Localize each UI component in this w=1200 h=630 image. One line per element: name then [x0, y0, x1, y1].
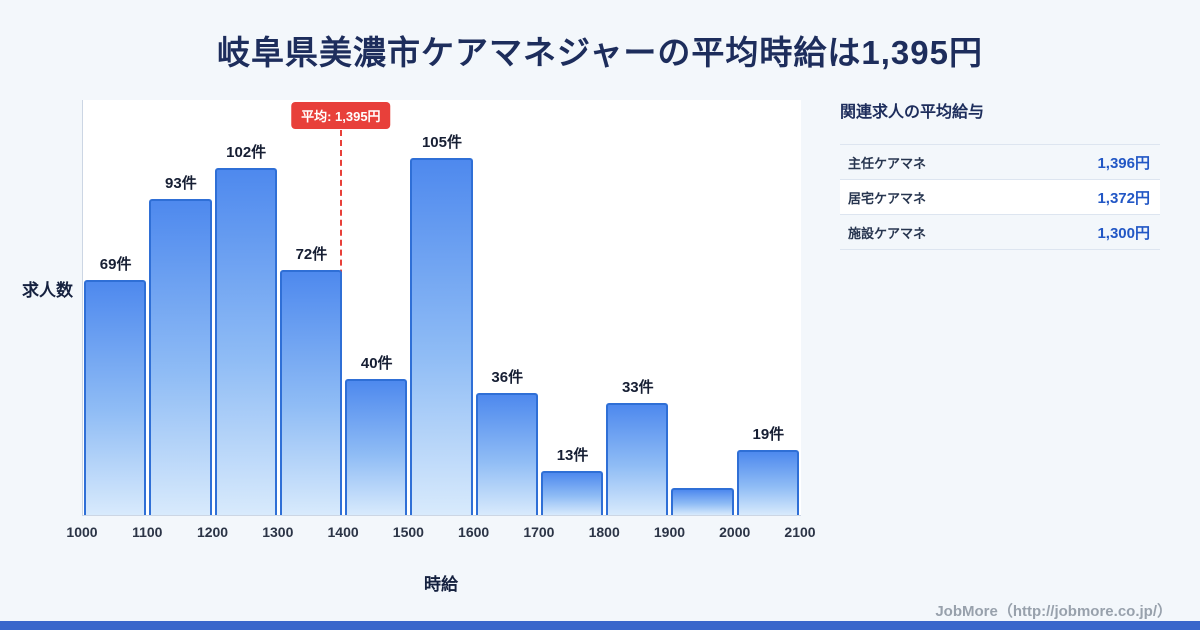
related-jobs-heading: 関連求人の平均給与: [840, 104, 985, 121]
x-tick-label: 1000: [66, 524, 98, 540]
histogram-bar: [84, 280, 147, 515]
plot-area: 平均: 1,395円 69件 93件 102件 72件 40件 105件 36件 13件 33件…: [82, 100, 801, 516]
x-tick-label: 1800: [588, 524, 620, 540]
page-title: 岐阜県美濃市ケアマネジャーの平均時給は1,395円: [217, 34, 983, 71]
histogram-bar: [214, 168, 277, 515]
hourly-wage-histogram: 求人数 平均: 1,395円 69件 93件 102件 72件 40件 105件 36件 13…: [22, 100, 816, 594]
histogram-bar: [149, 199, 212, 515]
related-jobs-table: 主任ケアマネ 1,396円居宅ケアマネ 1,372円施設ケアマネ 1,300円: [840, 144, 1160, 250]
x-tick-label: 1100: [132, 524, 163, 540]
job-type-label: 居宅ケアマネ: [848, 190, 927, 206]
x-tick-label: 2100: [784, 524, 816, 540]
bar-value-label: 93件: [165, 175, 197, 192]
x-tick-label: 1500: [392, 524, 424, 540]
y-axis-label: 求人数: [22, 281, 73, 300]
histogram-bar: [475, 393, 538, 515]
related-job-row: 施設ケアマネ 1,300円: [840, 215, 1160, 250]
job-type-label: 施設ケアマネ: [848, 225, 927, 241]
related-jobs-panel: 関連求人の平均給与 主任ケアマネ 1,396円居宅ケアマネ 1,372円施設ケアマネ…: [840, 98, 1160, 250]
histogram-bar: [345, 379, 408, 515]
histogram-bar: [410, 158, 473, 515]
histogram-bar: [540, 471, 604, 515]
bar-value-label: 13件: [556, 447, 589, 464]
job-type-label: 主任ケアマネ: [848, 155, 927, 171]
x-axis-label: 時給: [424, 575, 458, 594]
bottom-accent-bar: [0, 621, 1200, 630]
x-tick-label: 1700: [523, 524, 555, 540]
bar-value-label: 105件: [421, 134, 462, 151]
footer-credit: JobMore（http://jobmore.co.jp/）: [935, 603, 1172, 620]
related-job-row: 居宅ケアマネ 1,372円: [840, 180, 1160, 215]
x-tick-label: 1900: [653, 524, 686, 540]
x-axis-ticks: 1000 1100 1200 1300 1400 1500 1600 1700 1800 1900…: [66, 524, 815, 544]
bar-value-label: 72件: [295, 246, 328, 263]
job-wage-value: 1,372円: [1097, 189, 1150, 207]
x-tick-label: 2000: [719, 524, 751, 540]
histogram-bar: [736, 450, 799, 515]
bar-value-label: 33件: [621, 379, 654, 396]
bar-value-label: 40件: [360, 355, 393, 372]
average-badge: 平均: 1,395円: [291, 102, 391, 129]
histogram-bar: [279, 270, 343, 515]
histogram-bar: [671, 488, 734, 515]
job-wage-value: 1,300円: [1097, 224, 1150, 242]
related-job-row: 主任ケアマネ 1,396円: [840, 144, 1160, 180]
job-wage-value: 1,396円: [1097, 154, 1150, 172]
bar-value-label: 36件: [491, 369, 524, 386]
bar-value-label: 19件: [752, 426, 785, 443]
bar-value-label: 102件: [226, 144, 267, 161]
x-tick-label: 1200: [196, 524, 229, 540]
x-tick-label: 1600: [458, 524, 490, 540]
x-tick-label: 1400: [327, 524, 359, 540]
bar-value-label: 69件: [99, 256, 132, 273]
histogram-bar: [606, 403, 669, 515]
x-tick-label: 1300: [262, 524, 294, 540]
